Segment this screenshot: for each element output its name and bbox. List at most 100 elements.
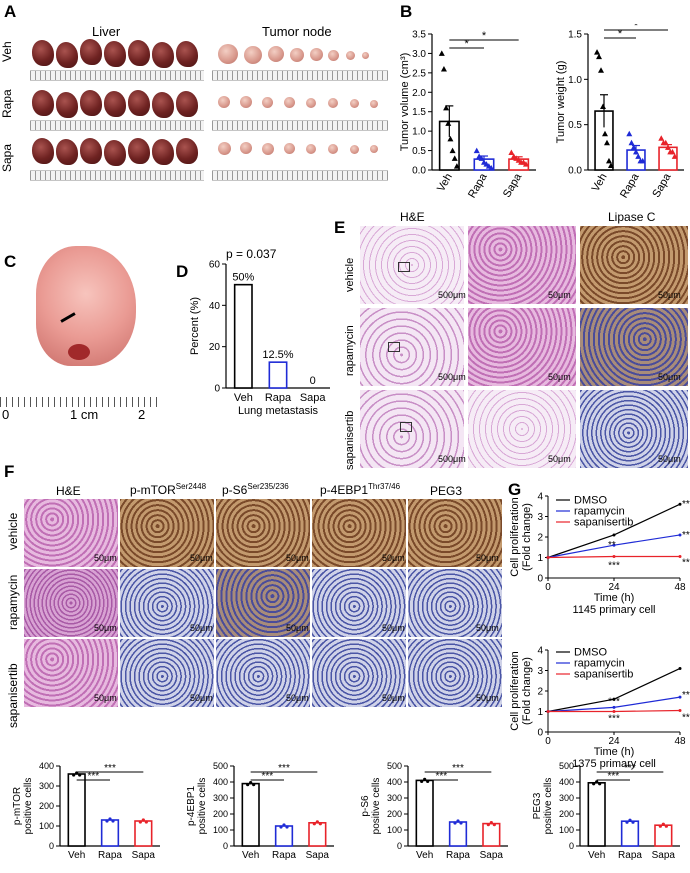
data-point (594, 49, 601, 55)
chart-b-weight: 0.0 0.5 1.0 1.5 Tumor weight (g) Veh Rapa Sapa *… (555, 24, 684, 200)
c-ruler-label-1cm: 1 cm (70, 407, 99, 422)
y-tick-label: 300 (559, 793, 574, 803)
data-point (601, 130, 608, 137)
f-scale-v3: 50μm (286, 553, 309, 563)
series-point (612, 705, 616, 709)
chart-d-lung-metastasis: 0 20 40 60 Percent (%) 50% Veh 12.5% Rapa 0 SapaLu… (189, 260, 330, 417)
x-tick-label: 0 (545, 582, 551, 593)
y-tick-label: 1 (537, 553, 543, 564)
f-col-pmtor-text: p-mTOR (130, 483, 176, 497)
data-point (639, 157, 646, 164)
significance-marker: * (618, 28, 623, 40)
significance-marker: *** (435, 771, 447, 782)
c-ruler-label-0: 0 (2, 407, 10, 422)
data-point (453, 163, 460, 169)
f-rapamycin-ps6 (216, 569, 310, 637)
series-point (678, 708, 682, 712)
data-point (605, 157, 612, 164)
data-point (279, 825, 283, 829)
y-tick-label: 0.0 (568, 166, 582, 177)
x-tick-label: Rapa (466, 171, 490, 201)
liver-photo (28, 38, 206, 186)
data-point (312, 822, 316, 826)
e-rapamycin-he-high (468, 308, 576, 386)
e-sapanisertib-he-high (468, 390, 576, 468)
c-ruler (0, 397, 160, 407)
bar (274, 825, 294, 847)
f-sapanisertib-ps6 (216, 639, 310, 707)
f-col-p4ebp1-text: p-4EBP1 (320, 483, 369, 497)
f-scale-v1: 50μm (94, 553, 117, 563)
f-rapamycin-he (24, 569, 118, 637)
data-point (628, 139, 635, 146)
f-scale-s4: 50μm (382, 693, 405, 703)
data-point (598, 67, 605, 73)
f-col-pmtor: p-mTORSer2448 (130, 482, 206, 497)
bar (482, 822, 501, 847)
liver-title: Liver (92, 24, 121, 39)
data-point (449, 147, 456, 154)
f-scale-r4: 50μm (382, 623, 405, 633)
series-point (612, 710, 616, 713)
x-tick-label: Rapa (265, 392, 292, 404)
e-scale-500-2: 500μm (438, 372, 466, 382)
f-col-ps6-sup: Ser235/236 (247, 482, 289, 491)
data-point (443, 104, 450, 111)
x-tick-label: Rapa (98, 850, 122, 861)
y-tick-label: 1 (537, 707, 543, 718)
f-scale-r3: 50μm (286, 623, 309, 633)
c-ruler-label-2: 2 (138, 407, 146, 422)
y-tick-label: 1.0 (568, 75, 582, 86)
bar (308, 822, 327, 847)
significance-marker: *** (624, 763, 636, 774)
y-tick-label: 2 (537, 687, 543, 698)
legend-label: DMSO (574, 647, 607, 659)
data-point (596, 53, 603, 60)
f-vehicle-pmtor (120, 499, 214, 567)
data-point (246, 783, 250, 787)
lung-metastasis-photo (8, 240, 158, 390)
y-tick-label: 1.0 (412, 127, 426, 138)
data-point (318, 822, 322, 826)
e-vehicle-he-low (360, 226, 464, 304)
y-tick-label: 400 (387, 777, 402, 787)
y-axis-label-2: positive cells (197, 778, 208, 835)
y-axis-label: Cell proliferation (509, 651, 521, 730)
data-point (72, 773, 76, 777)
bar (268, 361, 288, 389)
e-rapamycin-lipasec (580, 308, 688, 386)
chart-b-volume: 0.0 0.5 1.0 1.5 2.0 2.5 3.0 3.5 Tumor volume (cm… (399, 30, 536, 201)
chart-f-p4ebp1: 0 100 200 300 400 500 p-4EBP1 positive cells Veh… (186, 761, 334, 861)
y-axis-label: Tumor weight (g) (555, 61, 567, 144)
y-tick-label: 500 (559, 761, 574, 771)
series-point (678, 695, 682, 699)
data-point (508, 149, 515, 156)
x-tick-label: Veh (242, 850, 259, 861)
f-scale-r2: 50μm (190, 623, 213, 633)
data-point (438, 50, 445, 56)
e-scale-50-3: 50μm (548, 372, 571, 382)
row-label-veh: Veh (0, 41, 14, 62)
e-scale-50-4: 50μm (658, 372, 681, 382)
significance-marker: *** (608, 714, 620, 725)
x-tick-label: Sapa (501, 171, 525, 200)
data-point (249, 781, 253, 785)
data-point (603, 139, 610, 146)
x-tick-label: Rapa (446, 850, 470, 861)
bar (654, 824, 673, 847)
y-axis-label-2: (Fold change) (521, 503, 533, 571)
data-point (78, 773, 82, 777)
x-tick-label: 0 (545, 736, 551, 747)
data-point (592, 782, 596, 786)
tumor-node-title: Tumor node (262, 24, 332, 39)
significance-marker: *** (682, 499, 690, 510)
x-tick-label: Sapa (300, 392, 327, 404)
y-tick-label: 500 (213, 761, 228, 771)
f-scale-v5: 50μm (476, 553, 499, 563)
y-tick-label: 100 (39, 821, 54, 831)
legend-label: sapanisertib (574, 669, 633, 681)
y-tick-label: 1.5 (568, 30, 582, 41)
y-tick-label: 200 (39, 801, 54, 811)
data-point (445, 120, 452, 126)
e-sapanisertib-lipasec (580, 390, 688, 468)
